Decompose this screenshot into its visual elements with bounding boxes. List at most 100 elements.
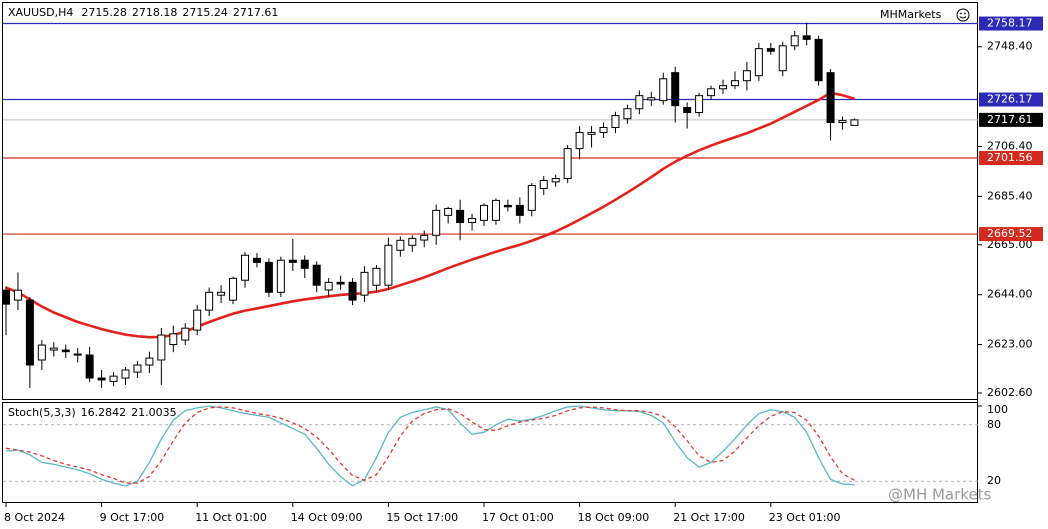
y-tick-label: 2685.40 [987,189,1033,202]
candle-body [145,357,154,366]
candle-body [647,97,656,101]
header-low: 2715.24 [182,6,228,19]
y-tick-label: 2706.40 [987,139,1033,152]
price-label-box [979,112,1043,127]
candle-body [611,115,620,128]
candle-body [790,35,799,47]
candle-body [695,95,704,114]
candle-body [336,281,345,285]
candle-body [396,239,405,251]
candle-body [850,119,859,126]
price-label: 2717.61 [987,113,1033,126]
level-label: 2726.17 [987,93,1033,106]
y-tick-label: 80 [987,418,1001,431]
candle-body [503,204,512,208]
candle-body [707,88,716,97]
x-tick-label: 15 Oct 17:00 [386,511,458,524]
x-tick-label: 11 Oct 01:00 [195,511,267,524]
x-tick-label: 23 Oct 01:00 [769,511,841,524]
candle-body [324,281,333,291]
x-tick-label: 18 Oct 09:00 [578,511,650,524]
candle-body [623,108,632,120]
candle-body [491,199,500,221]
candle-body [205,291,214,311]
candle-body [444,207,453,216]
candle-body [13,289,22,301]
candle-body [49,347,58,351]
candle-body [826,72,835,123]
header-open: 2715.28 [81,6,127,19]
candle-body [61,349,70,353]
header: XAUUSD,H4 2715.28 2718.18 2715.24 2717.61 [8,6,278,19]
y-tick-label: 2602.60 [987,386,1033,399]
candle-body [217,291,226,296]
candle-body [348,281,357,301]
y-tick-label: 2623.00 [987,338,1033,351]
level-label-box [979,92,1043,107]
candle-body [241,254,249,281]
candle-body [133,364,142,373]
x-tick-label: 14 Oct 09:00 [291,511,363,524]
stoch-line [5,405,855,487]
candle-body [252,257,261,263]
candle-body [2,289,10,305]
candle-body [802,35,811,40]
x-tick-label: 9 Oct 17:00 [100,511,165,524]
candle-body [563,148,572,180]
y-tick-label: 20 [987,474,1001,487]
stoch-name: Stoch(5,3,3) [8,406,76,419]
level-label: 2758.17 [987,17,1033,30]
candle-body [276,259,285,293]
x-tick-label: 8 Oct 2024 [4,511,65,524]
candle-body [683,107,692,114]
candle-body [838,120,847,123]
broker-logo: MHMarkets [880,8,942,21]
header-high: 2718.18 [132,6,178,19]
level-label-box [979,16,1043,31]
plot-layer: 2602.602623.002644.002665.002685.402706.… [2,16,1043,524]
candle-body [37,344,46,361]
candle-body [181,327,190,341]
candle-body [742,70,751,82]
level-label-box [979,227,1043,242]
moving-average [5,91,855,339]
candle-body [73,353,82,356]
stoch-line [5,406,855,484]
candle-body [551,178,560,183]
candle-body [360,271,369,296]
symbol: XAUUSD,H4 [8,6,73,19]
level-label: 2669.52 [987,227,1033,240]
candle-body [468,217,477,223]
candle-body [432,209,441,236]
candle-body [527,184,536,211]
candle-body [515,204,524,216]
candle-body [288,259,297,263]
stoch-d-value: 21.0035 [131,406,177,419]
candle-body [599,126,608,133]
candle-body [372,267,381,286]
y-tick-label: 100 [987,403,1008,416]
candle-body [766,48,775,52]
candle-body [587,131,596,135]
candle-body [635,95,644,110]
watermark: @MH Markets [888,486,992,504]
candle-body [193,309,202,331]
candle-body [754,48,763,77]
candle-body [420,234,429,241]
candle-body [312,264,321,286]
candle-body [408,237,417,246]
candle-body [730,80,739,87]
stoch-title: Stoch(5,3,3) 16.2842 21.0035 [8,406,177,419]
candle-body [456,209,465,223]
candle-body [157,334,166,361]
candle-body [229,277,238,301]
candle-body [121,369,130,379]
candle-body [169,333,178,346]
candle-body [671,72,680,107]
candle-body [719,85,727,90]
level-label: 2701.56 [987,151,1033,164]
candle-body [300,259,309,269]
candle-body [109,375,118,382]
